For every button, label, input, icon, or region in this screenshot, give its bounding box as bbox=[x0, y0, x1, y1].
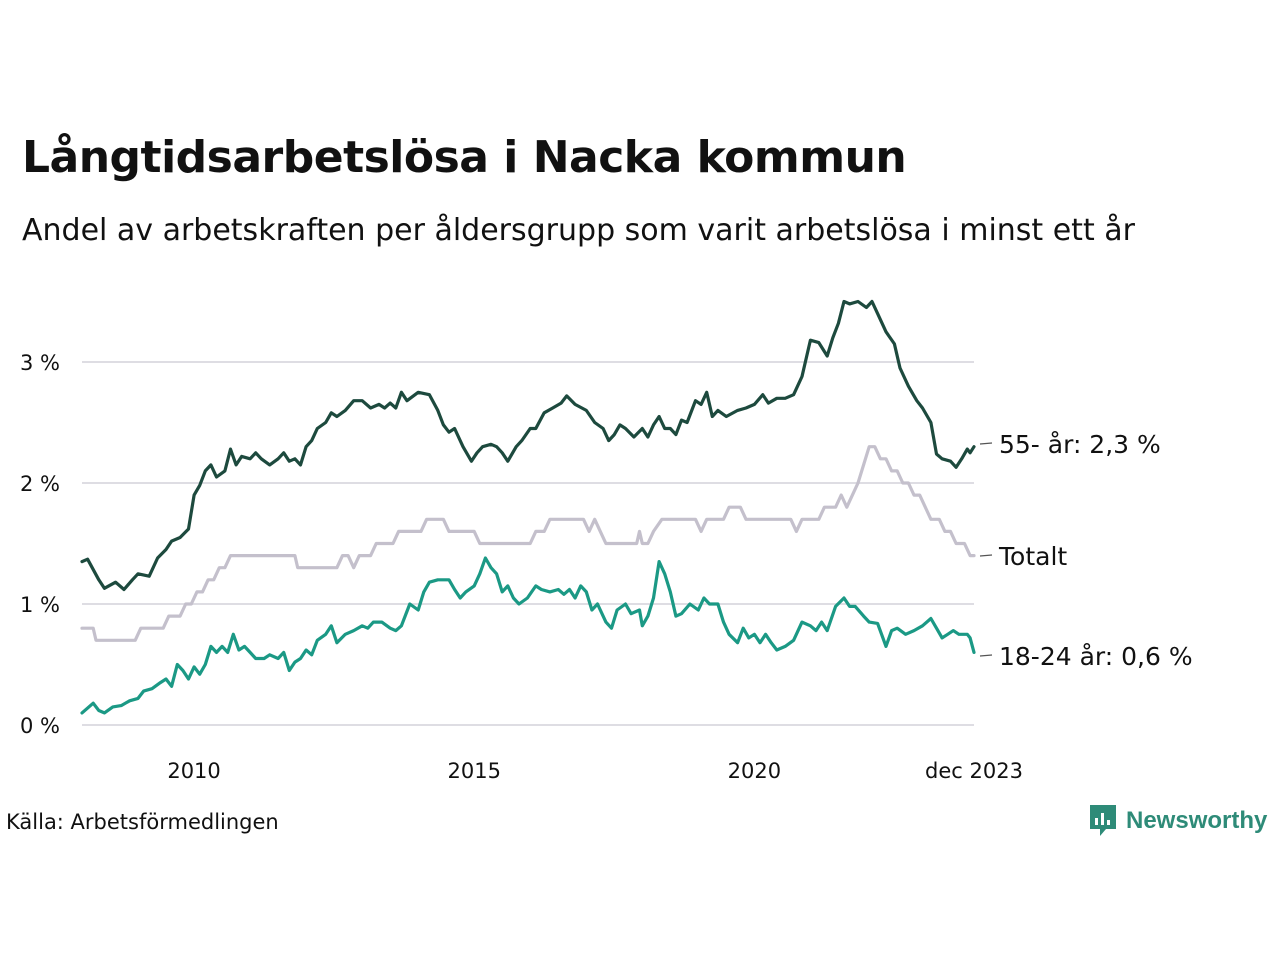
y-tick-label: 2 % bbox=[20, 472, 60, 496]
x-tick-label: dec 2023 bbox=[925, 759, 1023, 783]
y-tick-label: 1 % bbox=[20, 593, 60, 617]
x-tick-label: 2010 bbox=[167, 759, 220, 783]
end-label-leader bbox=[979, 442, 993, 445]
brand[interactable]: Newsworthy bbox=[1088, 803, 1267, 839]
gridlines bbox=[82, 361, 974, 726]
end-label: 18-24 år: 0,6 % bbox=[999, 642, 1193, 671]
series-lines bbox=[80, 299, 976, 715]
x-tick-label: 2020 bbox=[728, 759, 781, 783]
end-label: 55- år: 2,3 % bbox=[999, 430, 1161, 459]
newsworthy-logo-icon bbox=[1090, 805, 1116, 836]
series-line-55-r bbox=[80, 299, 976, 592]
end-label: Totalt bbox=[998, 542, 1067, 571]
source-note: Källa: Arbetsförmedlingen bbox=[6, 810, 279, 834]
axis-labels: 0 % 1 % 2 % 3 % 2010 2015 2020 dec 2023 bbox=[20, 351, 1023, 783]
series-line-18-24-r bbox=[80, 556, 976, 715]
chart-title: Långtidsarbetslösa i Nacka kommun bbox=[22, 132, 907, 183]
series-line-totalt bbox=[80, 445, 976, 642]
end-label-leader bbox=[979, 654, 993, 657]
chart-subtitle: Andel av arbetskraften per åldersgrupp s… bbox=[22, 213, 1135, 248]
y-tick-label: 0 % bbox=[20, 714, 60, 738]
end-labels: 55- år: 2,3 % Totalt 18-24 år: 0,6 % bbox=[979, 430, 1193, 671]
y-tick-label: 3 % bbox=[20, 351, 60, 375]
x-tick-label: 2015 bbox=[447, 759, 500, 783]
brand-name: Newsworthy bbox=[1126, 807, 1268, 834]
end-label-leader bbox=[979, 554, 993, 557]
